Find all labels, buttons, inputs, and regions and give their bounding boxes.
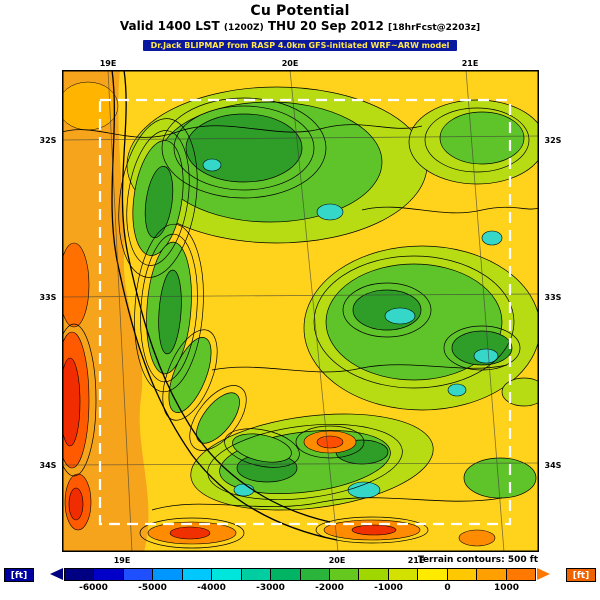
- latlon-grid-layer: [61, 69, 540, 553]
- lat-label-left-34s: 34S: [39, 461, 57, 470]
- colorbar-unit-left: [ft]: [4, 568, 34, 582]
- page-title: Cu Potential: [250, 3, 350, 19]
- lon-label-bottom-21e: 21E: [407, 556, 425, 565]
- lat-label-right-33s: 33S: [544, 293, 562, 302]
- colorbar-tick-label: 0: [444, 583, 451, 593]
- colorbar-segment: [181, 569, 212, 580]
- colorbar-tick-label: -1000: [374, 583, 403, 593]
- colorbar-tick-label: -2000: [315, 583, 344, 593]
- valid-date: THU 20 Sep 2012: [267, 19, 384, 34]
- colorbar-segment: [93, 569, 123, 580]
- colorbar: [64, 568, 536, 581]
- colorbar-right-arrow-icon: [537, 568, 550, 580]
- lon-label-top-19e: 19E: [99, 59, 117, 68]
- colorbar-tick-label: -4000: [197, 583, 226, 593]
- lat-label-right-34s: 34S: [544, 461, 562, 470]
- lat-label-left-32s: 32S: [39, 136, 57, 145]
- colorbar-tick-label: -3000: [256, 583, 285, 593]
- colorbar-ticks: -6000 -5000 -4000 -3000 -2000 -1000 0 1000: [64, 583, 536, 595]
- map-plot-svg: [51, 69, 547, 553]
- colorbar-segment: [211, 569, 241, 580]
- valid-zulu: (1200Z): [223, 23, 264, 34]
- lat-label-right-32s: 32S: [544, 136, 562, 145]
- model-domain-boundary: [98, 98, 512, 526]
- colorbar-tick-label: -5000: [138, 583, 167, 593]
- colorbar-segment: [122, 569, 153, 580]
- header: Cu Potential Valid 1400 LST (1200Z) THU …: [0, 3, 600, 52]
- colorbar-segment: [328, 569, 359, 580]
- colorbar-segment: [152, 569, 182, 580]
- terrain-contours-note: Terrain contours: 500 ft: [417, 555, 538, 565]
- colorbar-segment: [240, 569, 271, 580]
- lon-label-top-20e: 20E: [281, 59, 299, 68]
- map-frame: [62, 70, 539, 552]
- colorbar-segment: [505, 569, 535, 580]
- terrain-fill-layer: [54, 70, 547, 552]
- model-credit: Dr.Jack BLIPMAP from RASP 4.0km GFS-init…: [142, 39, 458, 52]
- map-plot: [51, 69, 547, 553]
- colorbar-segment: [358, 569, 388, 580]
- colorbar-unit-right: [ft]: [566, 568, 596, 582]
- valid-line: Valid 1400 LST (1200Z) THU 20 Sep 2012 […: [0, 19, 600, 34]
- colorbar-segment: [299, 569, 329, 580]
- colorbar-segment: [65, 569, 94, 580]
- colorbar-segment: [270, 569, 300, 580]
- forecast-tag: [18hrFcst@2203z]: [388, 23, 481, 34]
- lon-label-top-21e: 21E: [461, 59, 479, 68]
- lon-label-bottom-20e: 20E: [328, 556, 346, 565]
- colorbar-tick-label: -6000: [79, 583, 108, 593]
- valid-time: Valid 1400 LST: [119, 19, 220, 34]
- colorbar-left-arrow-icon: [50, 568, 63, 580]
- colorbar-segment: [476, 569, 506, 580]
- colorbar-segment: [387, 569, 418, 580]
- colorbar-segment: [446, 569, 477, 580]
- lat-label-left-33s: 33S: [39, 293, 57, 302]
- colorbar-segment: [417, 569, 447, 580]
- lon-label-bottom-19e: 19E: [113, 556, 131, 565]
- colorbar-tick-label: 1000: [493, 583, 520, 593]
